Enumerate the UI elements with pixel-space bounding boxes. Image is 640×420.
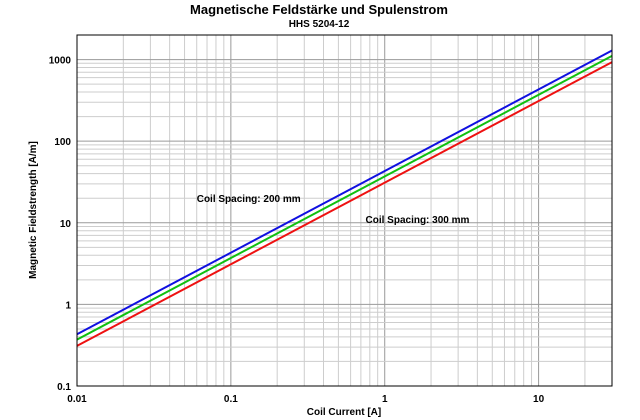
x-tick-label: 0.01 (67, 394, 87, 405)
y-tick-label: 100 (54, 137, 71, 148)
x-axis-label: Coil Current [A] (307, 407, 381, 418)
y-tick-label: 1 (65, 300, 71, 311)
y-axis-label: Magnetic Fieldstrength [A/m] (28, 141, 39, 279)
series-line-green (76, 55, 613, 341)
y-tick-label: 10 (60, 219, 72, 230)
x-tick-label: 0.1 (224, 394, 238, 405)
series-group (76, 49, 613, 347)
annotation-label: Coil Spacing: 300 mm (366, 215, 470, 226)
plot-frame (76, 34, 613, 387)
y-tick-label: 0.1 (57, 382, 71, 393)
chart-title: Magnetische Feldstärke und Spulenstrom (190, 2, 448, 17)
annotation-label: Coil Spacing: 200 mm (197, 194, 301, 205)
chart-subtitle: HHS 5204-12 (289, 19, 350, 30)
x-tick-label: 10 (533, 394, 545, 405)
series-line-blue (76, 49, 613, 336)
y-tick-label: 1000 (49, 56, 72, 67)
annotations: Coil Spacing: 200 mm Coil Spacing: 300 mm (197, 194, 470, 226)
x-tick-labels: 0.01 0.1 1 10 (67, 394, 544, 405)
series-line-red (76, 61, 613, 347)
x-tick-label: 1 (382, 394, 388, 405)
y-tick-labels: 0.1 1 10 100 1000 (49, 56, 72, 393)
grid (77, 35, 612, 386)
